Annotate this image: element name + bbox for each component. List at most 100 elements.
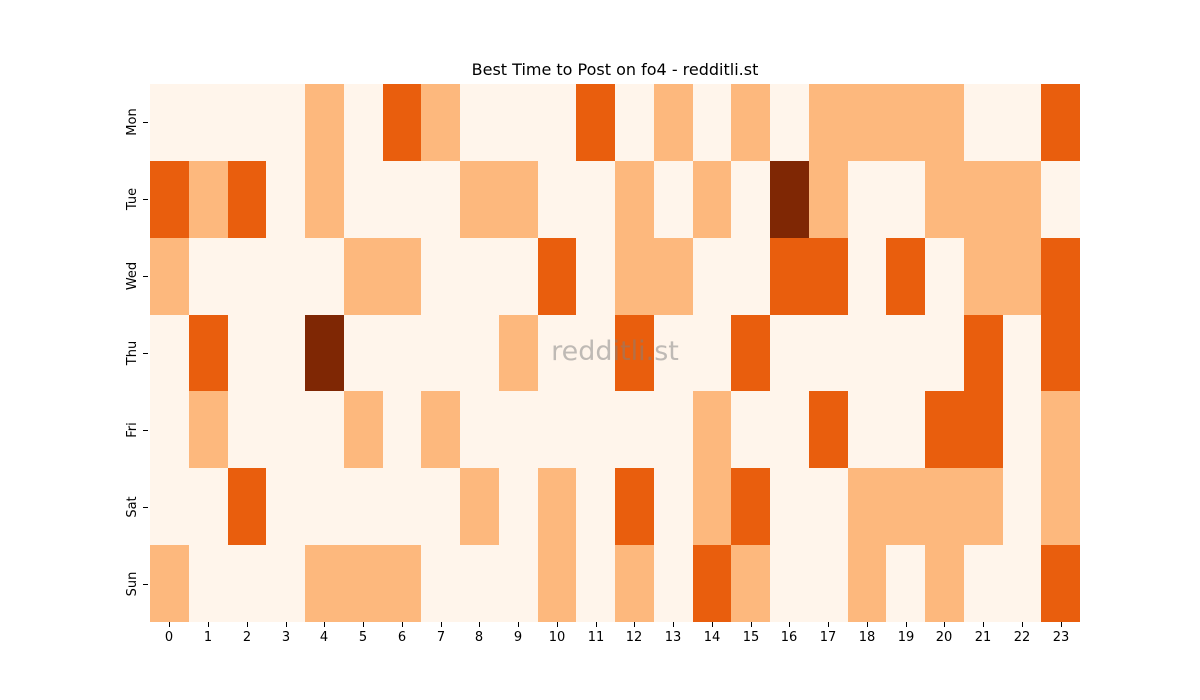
y-tick [143,199,148,200]
x-tick [673,622,674,627]
heatmap-cell [615,237,654,315]
y-tick-label: Tue [125,187,140,211]
heatmap-cell [963,160,1003,238]
heatmap-cell [266,391,305,469]
heatmap-cell [925,545,964,622]
heatmap-cell [188,391,228,469]
heatmap-cell [460,84,499,161]
heatmap-cell [460,160,499,238]
x-tick-label: 16 [780,630,798,645]
x-tick [789,622,790,627]
x-tick [712,622,713,627]
heatmap-cell [615,160,654,238]
heatmap-cell [886,237,925,315]
heatmap-cell [770,314,809,392]
heatmap-cell [653,545,693,622]
heatmap-cell [382,314,422,392]
y-tick-label: Wed [125,261,140,291]
heatmap-cell [770,468,809,546]
heatmap-cell [188,545,228,622]
heatmap-cell [847,237,887,315]
heatmap-cell [537,391,577,469]
x-tick [363,622,364,627]
heatmap-cell [692,545,732,622]
heatmap-cell [653,237,693,315]
heatmap-cell [188,237,228,315]
heatmap-cell [615,468,654,546]
heatmap-cell [1041,468,1080,546]
x-tick [479,622,480,627]
heatmap-cell [925,160,964,238]
heatmap-cell [731,391,770,469]
heatmap-cell [227,237,267,315]
heatmap-cell [731,468,770,546]
heatmap-cell [537,160,577,238]
x-tick-label: 6 [397,630,407,645]
x-tick-label: 18 [858,630,876,645]
heatmap-cell [653,160,693,238]
heatmap-cell [305,468,344,546]
y-tick-label: Mon [125,108,140,136]
heatmap-cell [731,314,770,392]
heatmap-cell [847,160,887,238]
heatmap-cell [227,468,267,546]
x-tick-label: 1 [203,630,213,645]
heatmap-cell [576,468,615,546]
heatmap-cell [615,314,654,392]
x-tick [751,622,752,627]
heatmap-cell [150,237,189,315]
heatmap-cell [615,545,654,622]
heatmap-cell [343,391,383,469]
heatmap-cell [343,545,383,622]
x-tick [402,622,403,627]
x-tick-label: 14 [703,630,721,645]
x-tick [828,622,829,627]
heatmap-cell [421,391,460,469]
x-tick [324,622,325,627]
heatmap-cell [150,545,189,622]
heatmap-cell [847,84,887,161]
heatmap-cell [576,545,615,622]
heatmap-cell [382,84,422,161]
heatmap-cell [498,160,538,238]
heatmap-cell [421,468,460,546]
heatmap-cell [343,468,383,546]
heatmap-cell [537,545,577,622]
heatmap-cell [808,160,848,238]
heatmap-cell [537,84,577,161]
y-tick [143,430,148,431]
heatmap-cell [421,84,460,161]
heatmap-cell [1041,160,1080,238]
heatmap-cell [1002,468,1042,546]
x-tick-label: 10 [548,630,566,645]
heatmap-cell [731,84,770,161]
heatmap-cell [498,545,538,622]
heatmap-cell [266,468,305,546]
x-tick-label: 11 [587,630,605,645]
heatmap-cell [227,84,267,161]
heatmap-cell [925,468,964,546]
heatmap-cell [421,314,460,392]
heatmap-cell [692,237,732,315]
x-tick [634,622,635,627]
heatmap-cell [847,545,887,622]
heatmap-cell [227,545,267,622]
heatmap-cell [305,237,344,315]
heatmap-cell [925,391,964,469]
heatmap-cell [653,84,693,161]
heatmap-cell [498,391,538,469]
heatmap-cell [925,237,964,315]
heatmap-cell [227,391,267,469]
y-tick-label: Sun [125,571,140,597]
heatmap-cell [770,84,809,161]
heatmap-cell [188,468,228,546]
heatmap-cell [770,160,809,238]
heatmap-cell [188,160,228,238]
heatmap-cell [808,237,848,315]
x-tick [557,622,558,627]
heatmap-cell [498,314,538,392]
heatmap-cell [460,314,499,392]
heatmap-cell [382,468,422,546]
heatmap-cell [188,314,228,392]
heatmap-cell [266,545,305,622]
